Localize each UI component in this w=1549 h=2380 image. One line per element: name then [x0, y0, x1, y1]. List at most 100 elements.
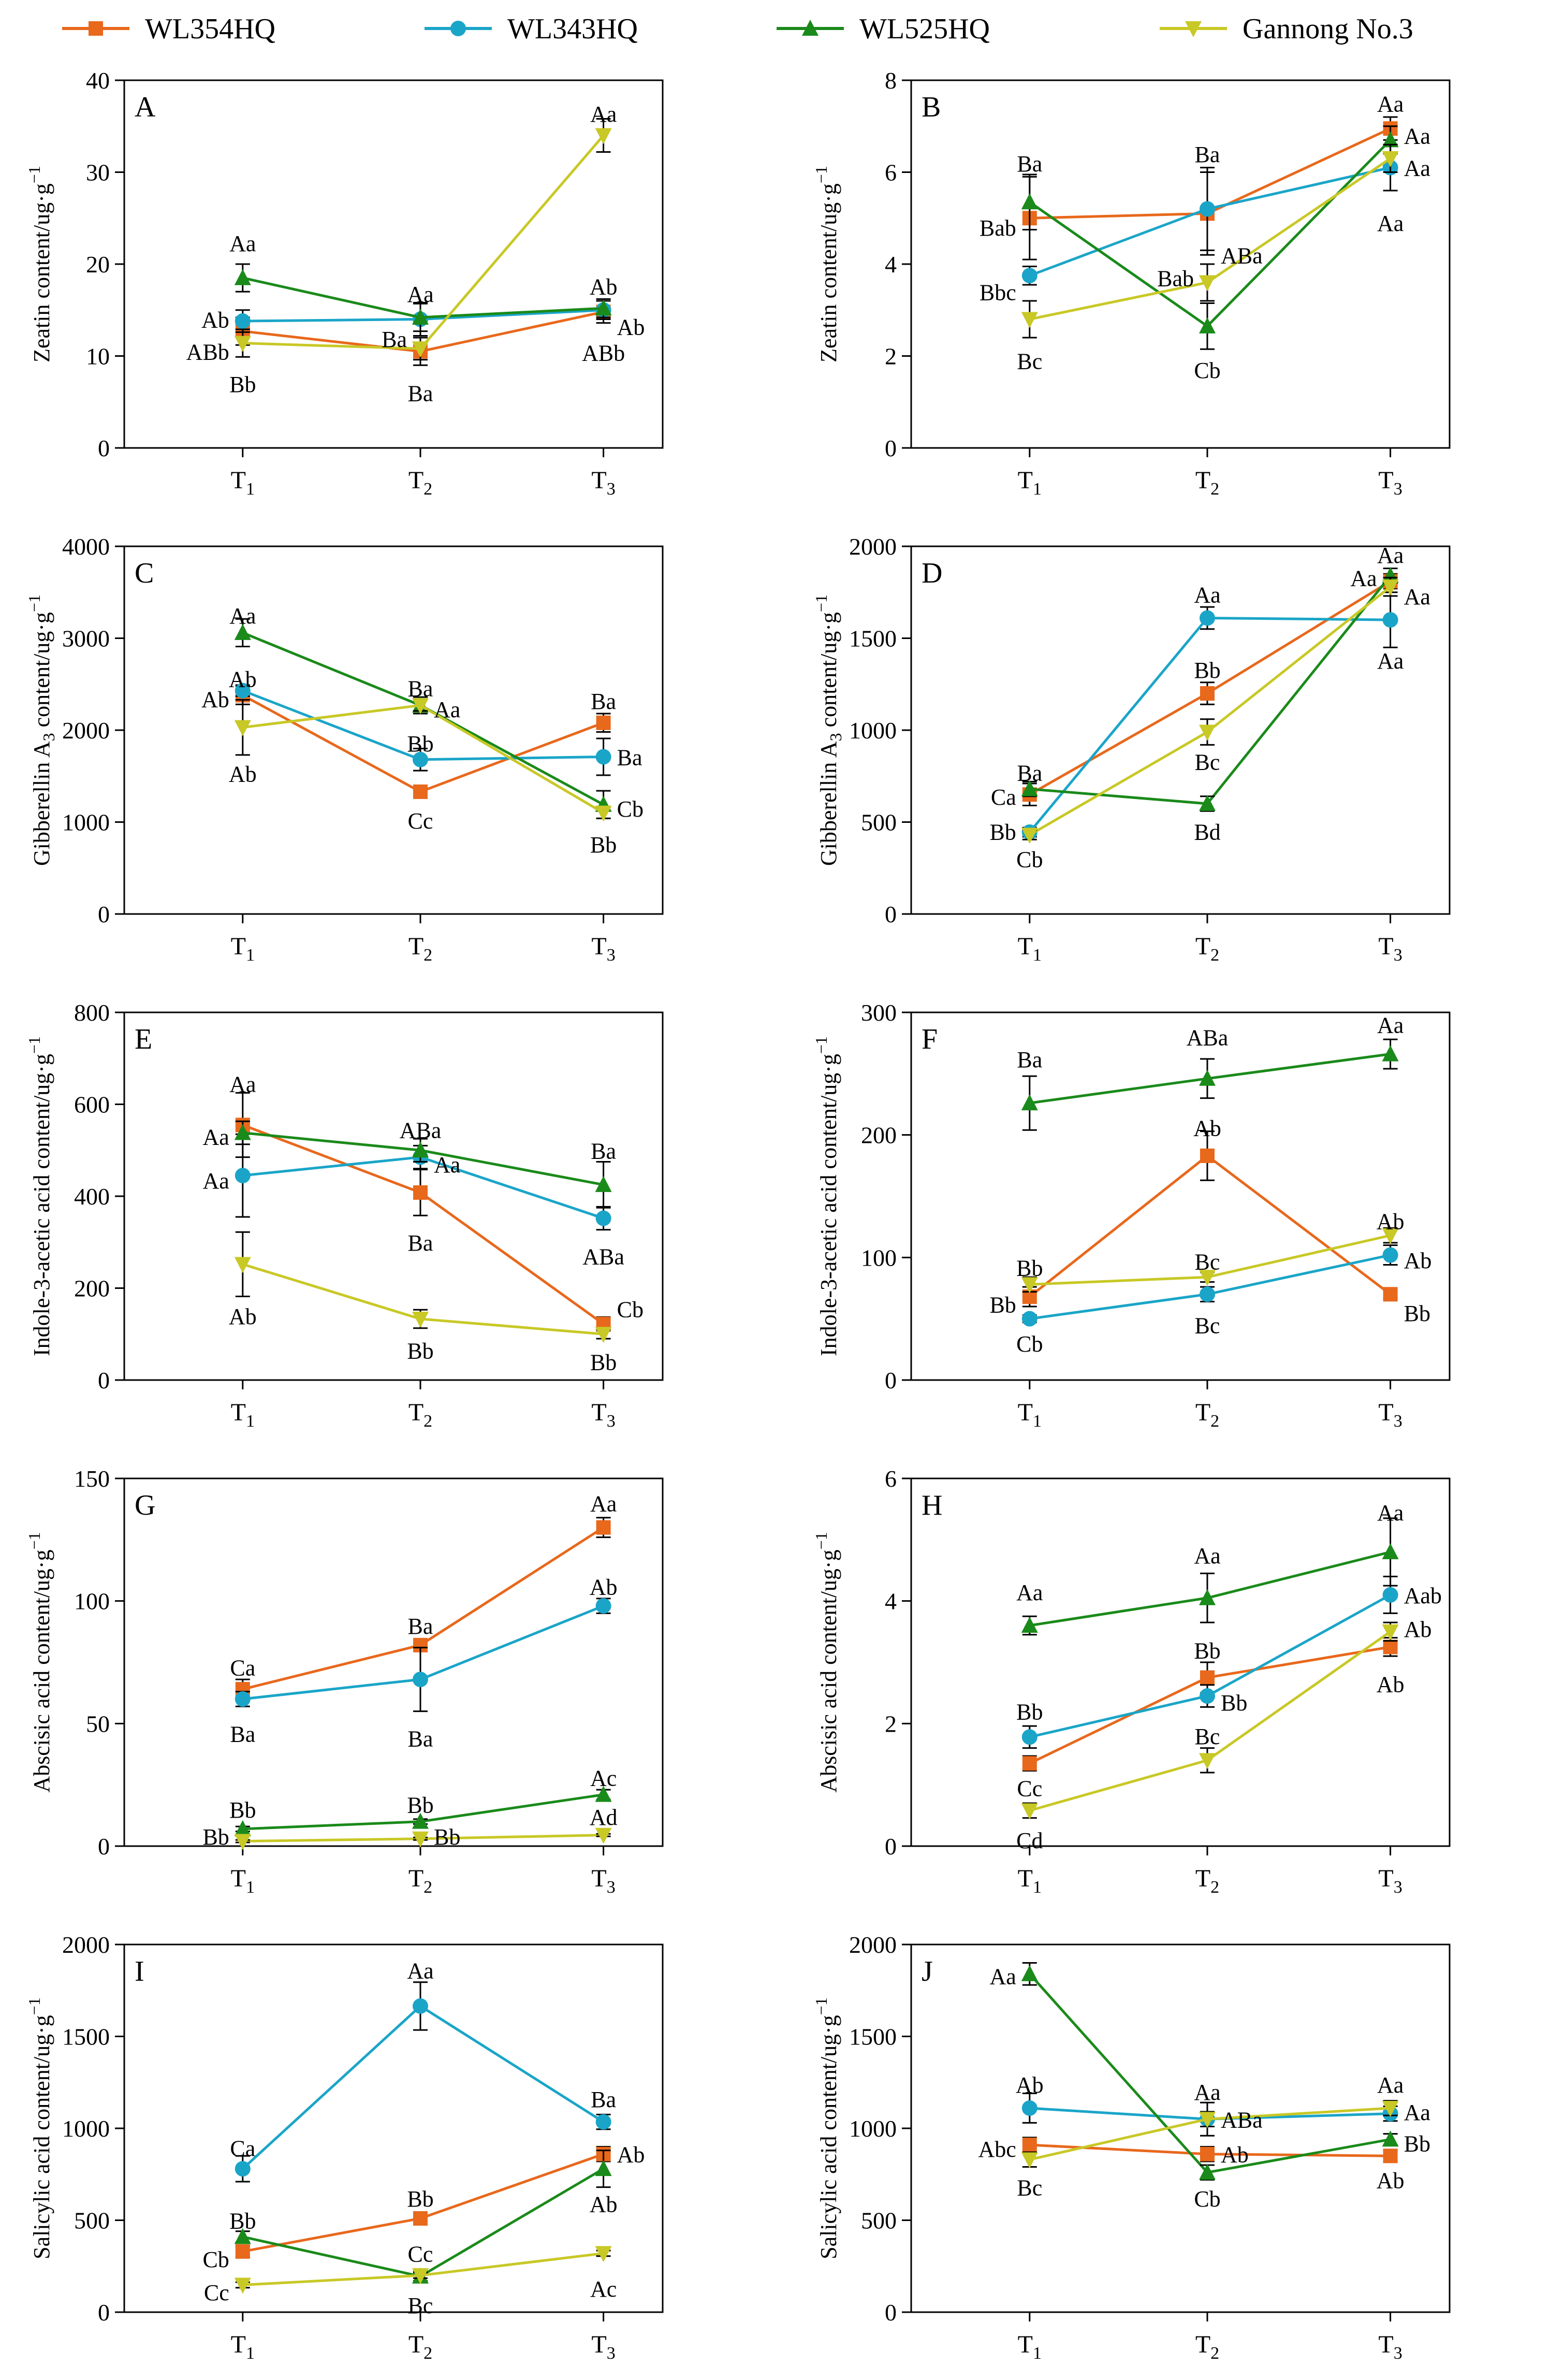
series-line — [242, 1262, 604, 1336]
x-tick-label: T1 — [1018, 1865, 1042, 1897]
y-tick-label: 20 — [86, 251, 110, 278]
data-point — [1200, 1688, 1215, 1704]
panel-i: I 0 500 1000 1500 2000 T1 T2 T3 Salicylic acid co… — [25, 1932, 664, 2363]
data-point — [1199, 795, 1216, 811]
legend-marker-circle-icon — [450, 21, 466, 36]
x-tick-label: T2 — [1195, 933, 1219, 965]
significance-label: Ca — [230, 1655, 255, 1680]
significance-label: Aa — [1404, 2100, 1430, 2125]
data-point — [595, 1210, 611, 1226]
y-axis-label: Salicylic acid content/ug·g−1 — [812, 1997, 841, 2259]
significance-label: Aa — [434, 697, 460, 722]
y-tick-label: 0 — [98, 1367, 110, 1394]
significance-label: Bc — [1195, 1249, 1220, 1274]
data-point — [1382, 2100, 1399, 2117]
x-tick-label: T3 — [591, 2331, 615, 2363]
series-gannong-no-3 — [234, 1231, 612, 1343]
significance-label: Bc — [1195, 1724, 1220, 1749]
significance-label: Ab — [1193, 1115, 1221, 1141]
y-tick-label: 1000 — [62, 809, 110, 836]
x-tick-label: T2 — [408, 1399, 432, 1431]
data-point — [1199, 2112, 1216, 2128]
significance-label: Aa — [1194, 582, 1220, 607]
y-tick-label: 1500 — [62, 2024, 110, 2050]
significance-label: Bab — [1157, 266, 1194, 292]
data-point — [595, 1786, 612, 1802]
significance-label: Aa — [1404, 124, 1430, 149]
y-tick-label: 500 — [74, 2208, 110, 2234]
data-point — [1382, 151, 1399, 167]
y-axis-label: Gibberellin A3 content/ug·g−1 — [25, 594, 58, 866]
y-tick-label: 0 — [885, 2299, 897, 2326]
significance-label: ABb — [582, 340, 625, 366]
significance-label: Aa — [1016, 1580, 1043, 1605]
series-gannong-no-3 — [234, 698, 612, 822]
data-point — [596, 715, 611, 730]
data-point — [595, 1598, 611, 1614]
significance-label: Ab — [201, 308, 229, 333]
significance-label: Bb — [407, 731, 433, 757]
data-point — [1382, 2130, 1399, 2147]
data-point — [413, 1672, 428, 1688]
significance-label: Bb — [1194, 658, 1220, 683]
data-point — [1199, 2164, 1216, 2180]
significance-label: Aa — [229, 1072, 256, 1097]
y-tick-label: 4000 — [62, 533, 110, 560]
significance-label: Bb — [989, 819, 1016, 845]
significance-label: Aa — [407, 282, 433, 307]
significance-label: Cb — [202, 2247, 229, 2272]
significance-label: Abc — [978, 2137, 1016, 2162]
data-point — [234, 2228, 251, 2244]
significance-label: Bc — [1195, 749, 1220, 775]
significance-label: Aa — [1377, 91, 1404, 117]
y-tick-label: 600 — [74, 1092, 110, 1118]
y-tick-label: 500 — [861, 809, 897, 836]
significance-label: ABa — [400, 1118, 442, 1143]
significance-label: Ab — [1016, 2072, 1044, 2098]
data-point — [1021, 1965, 1038, 1981]
data-point — [234, 623, 251, 640]
series-wl525hq — [234, 263, 612, 332]
significance-label: Ab — [229, 1304, 257, 1329]
significance-label: Cd — [1016, 1828, 1043, 1853]
data-point — [234, 269, 251, 285]
significance-label: Ba — [408, 1614, 433, 1639]
x-tick-label: T2 — [1195, 2331, 1219, 2363]
y-tick-label: 4 — [885, 251, 897, 278]
data-point — [413, 751, 428, 767]
x-tick-label: T1 — [231, 933, 255, 965]
significance-label: Cc — [204, 2280, 229, 2305]
data-point — [1022, 1756, 1037, 1771]
x-tick-label: T1 — [231, 467, 255, 499]
plot-frame — [123, 79, 664, 449]
x-tick-label: T3 — [591, 933, 615, 965]
significance-label: Bb — [229, 372, 256, 397]
y-tick-label: 0 — [885, 1833, 897, 1860]
data-point — [235, 683, 251, 699]
significance-label: Aab — [1404, 1583, 1442, 1608]
data-point — [595, 749, 611, 765]
significance-label: Aa — [1377, 648, 1404, 674]
data-point — [1382, 1045, 1399, 1062]
y-tick-label: 4 — [885, 1588, 897, 1615]
data-point — [595, 128, 612, 144]
x-tick-label: T3 — [1378, 1865, 1402, 1897]
data-point — [1382, 579, 1399, 596]
data-point — [1382, 1624, 1399, 1641]
data-point — [1021, 1094, 1038, 1111]
significance-label: Ba — [408, 1726, 433, 1752]
legend: WL354HQ WL343HQ WL525HQ Gannong No.3 — [62, 13, 1413, 45]
significance-label: Aa — [202, 1125, 229, 1150]
y-tick-label: 2 — [885, 343, 897, 370]
data-point — [595, 2114, 611, 2130]
significance-label: Bb — [229, 2209, 256, 2234]
significance-label: Cb — [1016, 1331, 1043, 1357]
series-gannong-no-3 — [234, 1827, 612, 1850]
panel-c: C 0 1000 2000 3000 4000 T1 T2 T3 Gibberellin A3 c… — [25, 533, 664, 965]
significance-label: Bb — [407, 1338, 433, 1363]
significance-label: Bb — [1404, 1301, 1430, 1326]
x-tick-label: T3 — [1378, 2331, 1402, 2363]
y-tick-label: 200 — [74, 1275, 110, 1302]
significance-label: Ab — [1221, 2142, 1249, 2168]
